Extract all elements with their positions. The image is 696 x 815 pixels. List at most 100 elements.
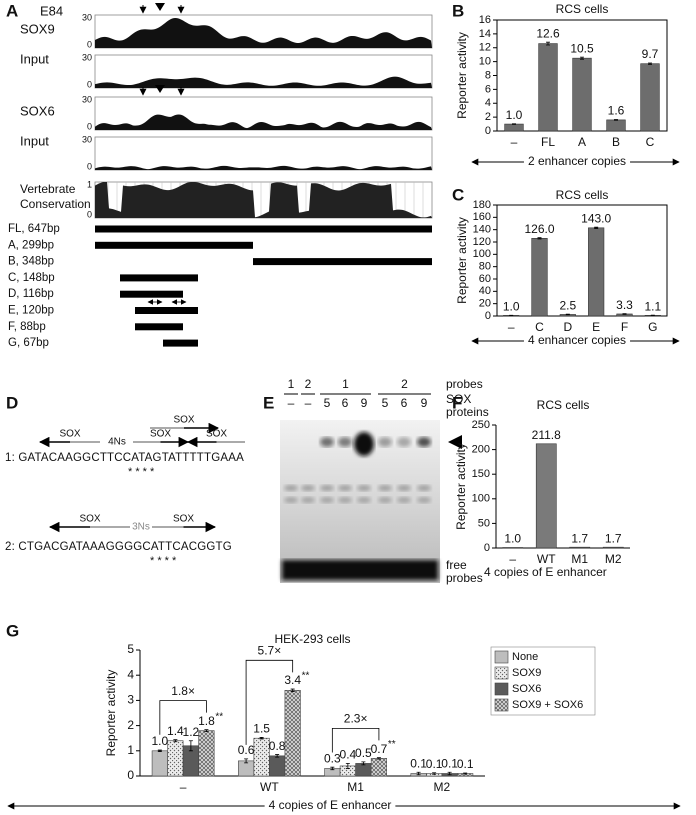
y-tick-label: 60 [479,273,491,285]
track-scale: 0 [87,79,92,89]
value-label: 0.1 [426,757,443,771]
track-scale: 0 [87,39,92,49]
gel-band [284,497,298,503]
bracket [331,727,380,753]
shifted-band [338,437,352,447]
error-bar [275,754,280,758]
gel-band [397,497,411,503]
track-label: Input [20,51,49,66]
y-tick-label: 16 [479,14,491,26]
x-tick-label: M2 [605,552,622,566]
row-label: probes [446,377,483,391]
value-label: 3.3 [616,298,633,312]
y-tick-label: 0 [485,125,491,137]
chart-title: RCS cells [537,398,590,412]
bar [588,227,605,317]
value-label: 0.7 [371,742,388,756]
sequence: 2: CTGACGATAAAGGGGCATTCACGGTG [5,541,232,553]
value-label: 1.5 [253,722,270,736]
fold-change: 5.7× [258,643,282,657]
chart-title: RCS cells [556,2,609,16]
value-label: 1.2 [183,725,200,739]
y-tick-label: 180 [473,199,491,211]
y-tick-label: 10 [479,56,491,68]
peak-marker [155,3,165,11]
error-bar [173,739,178,743]
fragment-label: A, 299bp [8,239,54,251]
value-label: 1.0 [506,108,523,122]
error-bar [157,749,162,752]
y-tick-label: 8 [485,69,491,81]
y-tick-label: 4 [485,97,491,109]
x-tick-label: M1 [571,552,588,566]
bar [538,43,558,132]
error-bar [345,763,350,769]
x-axis-label: 2 enhancer copies [528,154,626,168]
probe-lane-label: 1 [342,377,349,391]
protein-lane-label: 9 [421,396,428,410]
track-scale: 0 [87,209,92,219]
value-label: 0.3 [324,751,341,765]
bar [253,737,270,777]
y-tick-label: 6 [485,83,491,95]
y-tick-label: 5 [127,642,134,656]
gel-band [378,497,392,503]
site-label: SOX [206,429,227,440]
probe-lane-label: 2 [401,377,408,391]
site-label: SOX [150,429,171,440]
shift-marker [448,435,462,449]
chip-signal [95,17,432,48]
x-axis-label: 4 copies of E enhancer [269,798,392,812]
error-bar [447,771,452,776]
bar [640,63,660,132]
bar [167,740,184,777]
site-label: SOX [79,514,100,525]
y-tick-label: 4 [127,667,134,681]
x-tick-label: WT [537,552,556,566]
panel-letter: B [452,1,464,20]
gel-band [357,497,371,503]
x-tick-label: E [592,320,600,334]
fragment-label: D, 116bp [8,288,54,300]
gel [280,420,440,583]
x-tick-label: FL [541,135,555,149]
legend-frame [490,646,596,716]
value-label: 1.8 [198,714,215,728]
fold-change: 2.3× [344,712,368,726]
error-bar [614,119,618,121]
error-bar [244,758,249,764]
protein-lane-label: 5 [324,396,331,410]
x-tick-label: M2 [434,780,451,794]
value-label: 0.4 [340,748,357,762]
value-label: 211.8 [532,428,561,442]
error-bar [361,761,366,766]
fragment-bar [135,323,183,331]
fragment-label: C, 148bp [8,272,55,284]
y-tick-label: 100 [472,493,490,505]
error-bar [512,123,516,125]
track-label: SOX9 [20,21,55,36]
y-tick-label: 0 [484,542,490,554]
fragment-bar [95,241,253,249]
panel-letter: D [6,393,18,412]
value-label: 1.6 [608,104,625,118]
panel-letter: A [6,1,18,20]
row-label: SOX [446,392,471,406]
chip-signal [95,76,432,88]
gel-band [397,485,411,491]
y-tick-label: 0 [127,768,134,782]
bar [569,546,591,549]
x-tick-label: – [180,780,187,794]
fragment-label: FL, 647bp [8,223,60,235]
error-bar [622,313,627,315]
fragment-label: F, 88bp [8,321,46,333]
y-tick-label: 50 [478,517,490,529]
sequence: 1: GATACAAGGCTTCCATAGTATTTTTGAAA [5,452,244,464]
track-scale: 0 [87,161,92,171]
chart-title: HEK-293 cells [274,632,350,646]
x-tick-label: G [648,320,657,334]
stars: * * * * [128,466,155,478]
x-tick-label: F [621,320,628,334]
gel-band [301,485,315,491]
